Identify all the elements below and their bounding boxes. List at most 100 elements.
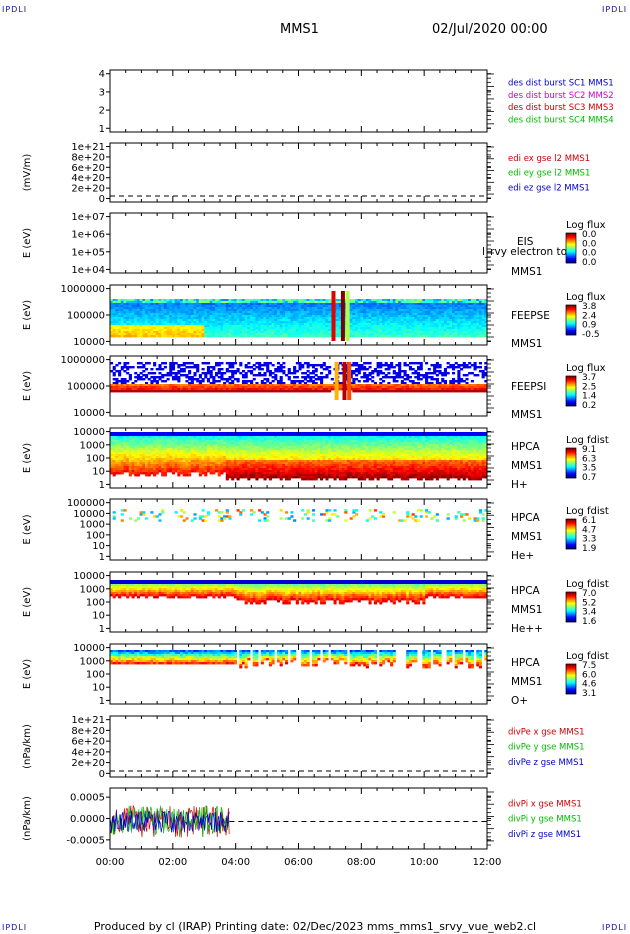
spectrogram-cell — [398, 388, 402, 391]
spectrogram-cell — [406, 333, 410, 336]
spectrogram-cell — [134, 452, 138, 455]
spectrogram-cell — [169, 434, 173, 437]
spectrogram-cell — [225, 313, 229, 316]
spectrogram-cell — [247, 331, 251, 334]
spectrogram-cell — [115, 319, 119, 322]
spectrogram-cell — [384, 327, 388, 330]
spectrogram-cell — [163, 384, 167, 387]
spectrogram-cell — [155, 456, 159, 459]
spectrogram-cell — [150, 380, 154, 383]
spectrogram-cell — [481, 301, 485, 304]
spectrogram-cell — [260, 303, 264, 306]
spectrogram-cell — [462, 331, 466, 334]
spectrogram-cell — [201, 388, 205, 391]
colorbar-slice — [566, 393, 576, 395]
spectrogram-cell — [422, 323, 426, 326]
spectrogram-cell — [328, 331, 332, 334]
spectrogram-cell — [225, 319, 229, 322]
spectrogram-cell — [136, 448, 141, 451]
colorbar-slice — [566, 313, 576, 315]
spectrogram-cell — [150, 452, 154, 455]
spectrogram-cell — [171, 440, 176, 443]
spectrogram-cell — [112, 366, 116, 369]
spectrogram-cell — [443, 388, 447, 391]
spectrogram-cell — [398, 305, 402, 308]
spectrogram-cell — [241, 386, 246, 389]
spectrogram-cell — [244, 327, 248, 330]
spectrogram-cell — [139, 309, 143, 312]
spectrogram-cell — [274, 333, 278, 336]
spectrogram-cell — [142, 464, 146, 467]
spectrogram-cell — [228, 305, 232, 308]
spectrogram-cell — [190, 362, 194, 365]
spectrogram-cell — [263, 323, 267, 326]
spectrogram-cell — [306, 386, 310, 389]
spectrogram-cell — [322, 388, 326, 391]
spectrogram-cell — [266, 307, 270, 310]
spectrogram-cell — [147, 472, 151, 475]
spectrogram-cell — [206, 327, 211, 330]
spectrogram-cell — [118, 448, 122, 451]
spectrogram-cell — [123, 331, 127, 334]
spectrogram-cell — [349, 307, 353, 310]
spectrogram-cell — [112, 309, 116, 312]
spectrogram-cell — [360, 315, 364, 318]
spectrogram-cell — [465, 386, 469, 389]
spectrogram-cell — [128, 317, 132, 320]
spectrogram-cell — [311, 370, 316, 373]
spectrogram-cell — [443, 327, 447, 330]
spectrogram-cell — [328, 384, 332, 387]
spectrogram-cell — [408, 307, 412, 310]
spectrogram-cell — [311, 331, 316, 334]
spectrogram-cell — [120, 458, 124, 461]
spectrogram-cell — [161, 299, 165, 302]
spectrogram-cell — [161, 331, 165, 334]
spectrogram-cell — [320, 384, 324, 387]
spectrogram-cell — [201, 335, 205, 338]
spectrogram-cell — [171, 331, 176, 334]
spectrogram-cell — [126, 368, 130, 371]
spectrogram-cell — [260, 368, 264, 371]
spectrogram-cell — [128, 454, 132, 457]
spectrogram-cell — [180, 311, 184, 314]
spectrogram-cell — [158, 452, 162, 455]
spectrogram-cell — [188, 307, 192, 310]
spectrogram-cell — [239, 313, 243, 316]
spectrogram-cell — [373, 323, 377, 326]
spectrogram-cell — [166, 436, 170, 439]
spectrogram-cell — [384, 333, 388, 336]
colorbar-slice — [566, 382, 576, 384]
spectrogram-cell — [349, 329, 353, 332]
spectrogram-cell — [190, 333, 194, 336]
spectrogram-cell — [166, 466, 170, 469]
spectrogram-cell — [255, 388, 259, 391]
spectrogram-cell — [252, 378, 256, 381]
spectrogram-cell — [266, 305, 270, 308]
spectrogram-cell — [325, 366, 329, 369]
spectrogram-cell — [279, 307, 283, 310]
spectrogram-cell — [201, 307, 205, 310]
colorbar-slice — [566, 386, 576, 388]
spectrogram-cell — [228, 366, 232, 369]
spectrogram-cell — [228, 313, 232, 316]
spectrogram-cell — [360, 305, 364, 308]
spectrogram-cell — [180, 333, 184, 336]
spectrogram-cell — [303, 382, 307, 385]
spectrogram-cell — [161, 325, 165, 328]
spectrogram-cell — [217, 323, 221, 326]
spectrogram-cell — [328, 305, 332, 308]
spectrogram-cell — [392, 390, 396, 393]
spectrogram-cell — [311, 317, 316, 320]
spectrogram-cell — [390, 362, 394, 365]
spectrogram-cell — [457, 372, 461, 375]
spectrogram-cell — [174, 299, 178, 302]
spectrogram-cell — [193, 366, 197, 369]
spectrogram-cell — [355, 303, 359, 306]
spectrogram-cell — [153, 321, 157, 324]
spectrogram-cell — [365, 315, 369, 318]
spectrogram-cell — [147, 329, 151, 332]
spectrogram-cell — [468, 323, 472, 326]
spectrogram-cell — [457, 378, 461, 381]
spectrogram-cell — [228, 390, 232, 393]
colorbar-slice — [566, 251, 576, 253]
